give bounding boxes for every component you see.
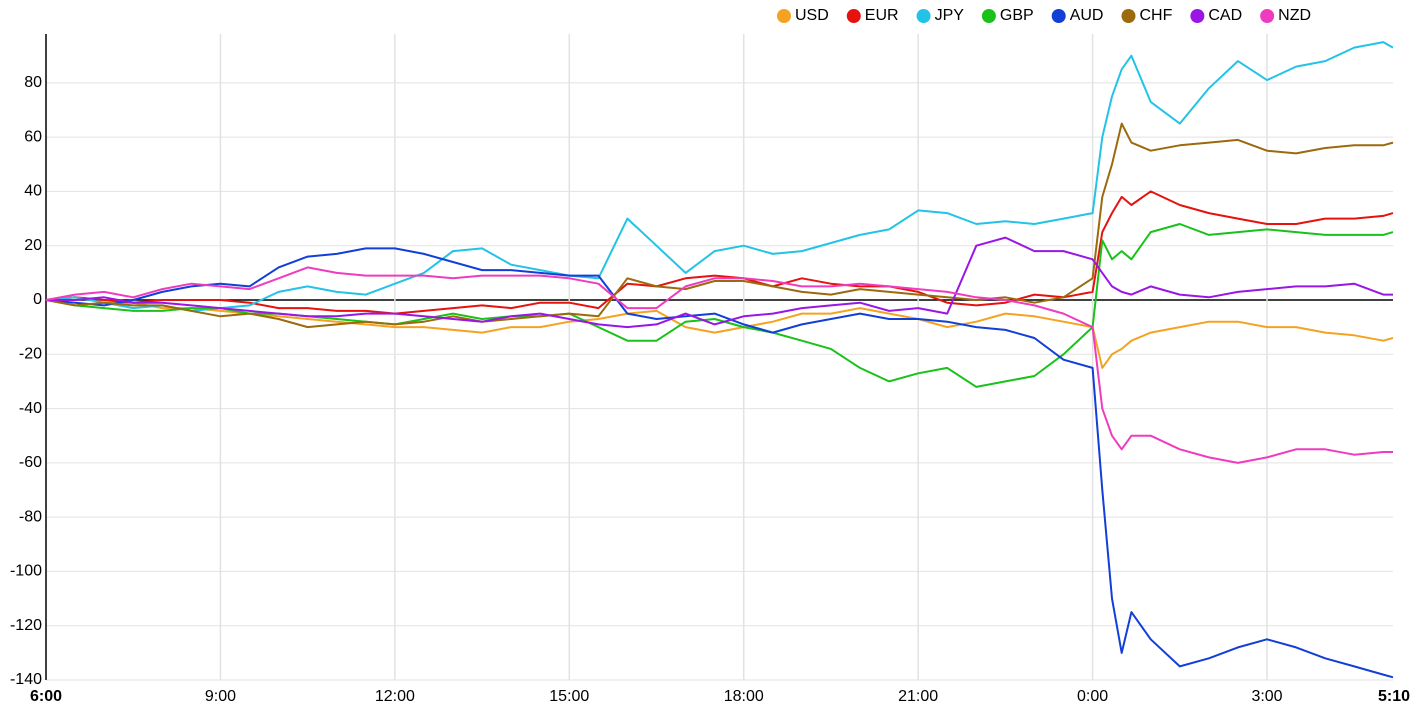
y-tick-label: 80 <box>24 74 42 91</box>
legend-marker <box>1051 9 1066 23</box>
series-line <box>45 41 1394 312</box>
x-tick-label: 9:00 <box>205 688 236 705</box>
y-tick-label: 60 <box>24 128 42 145</box>
series-line <box>46 236 1393 329</box>
y-tick-label: -80 <box>19 508 42 525</box>
legend-marker <box>777 9 791 23</box>
series-line <box>45 122 1394 329</box>
x-tick-label: 3:00 <box>1251 688 1282 705</box>
legend-label: NZD <box>1278 7 1311 24</box>
series-line <box>45 296 1394 369</box>
x-tick-label: 12:00 <box>375 688 415 705</box>
series-line <box>45 266 1393 464</box>
legend-marker <box>1260 9 1275 23</box>
legend-label: JPY <box>935 7 965 24</box>
y-tick-label: 40 <box>24 183 42 200</box>
x-tick-label: 15:00 <box>549 688 589 705</box>
legend-label: EUR <box>865 7 899 24</box>
x-tick-label: 6:00 <box>30 688 62 705</box>
y-tick-label: -40 <box>19 400 42 417</box>
legend-marker <box>916 9 931 23</box>
legend-marker <box>1121 9 1136 23</box>
y-tick-label: 20 <box>24 237 42 254</box>
y-tick-label: -60 <box>19 454 42 471</box>
series-line <box>45 247 1394 679</box>
x-tick-label: 0:00 <box>1077 688 1108 705</box>
y-tick-label: -140 <box>10 671 42 688</box>
legend-label: AUD <box>1070 7 1104 24</box>
legend-label: CHF <box>1139 7 1172 24</box>
legend-marker <box>981 9 996 23</box>
legend-marker <box>846 9 861 23</box>
legend-label: GBP <box>1000 7 1034 24</box>
x-tick-label: 21:00 <box>898 688 938 705</box>
y-tick-label: -20 <box>19 346 42 363</box>
y-tick-label: -120 <box>10 617 42 634</box>
legend-label: CAD <box>1208 7 1242 24</box>
legend-marker <box>1190 9 1205 23</box>
legend-label: USD <box>795 7 829 24</box>
x-tick-label: 18:00 <box>724 688 764 705</box>
y-tick-label: 0 <box>33 291 42 308</box>
y-tick-label: -100 <box>10 563 42 580</box>
x-tick-label: 5:10 <box>1378 688 1410 705</box>
